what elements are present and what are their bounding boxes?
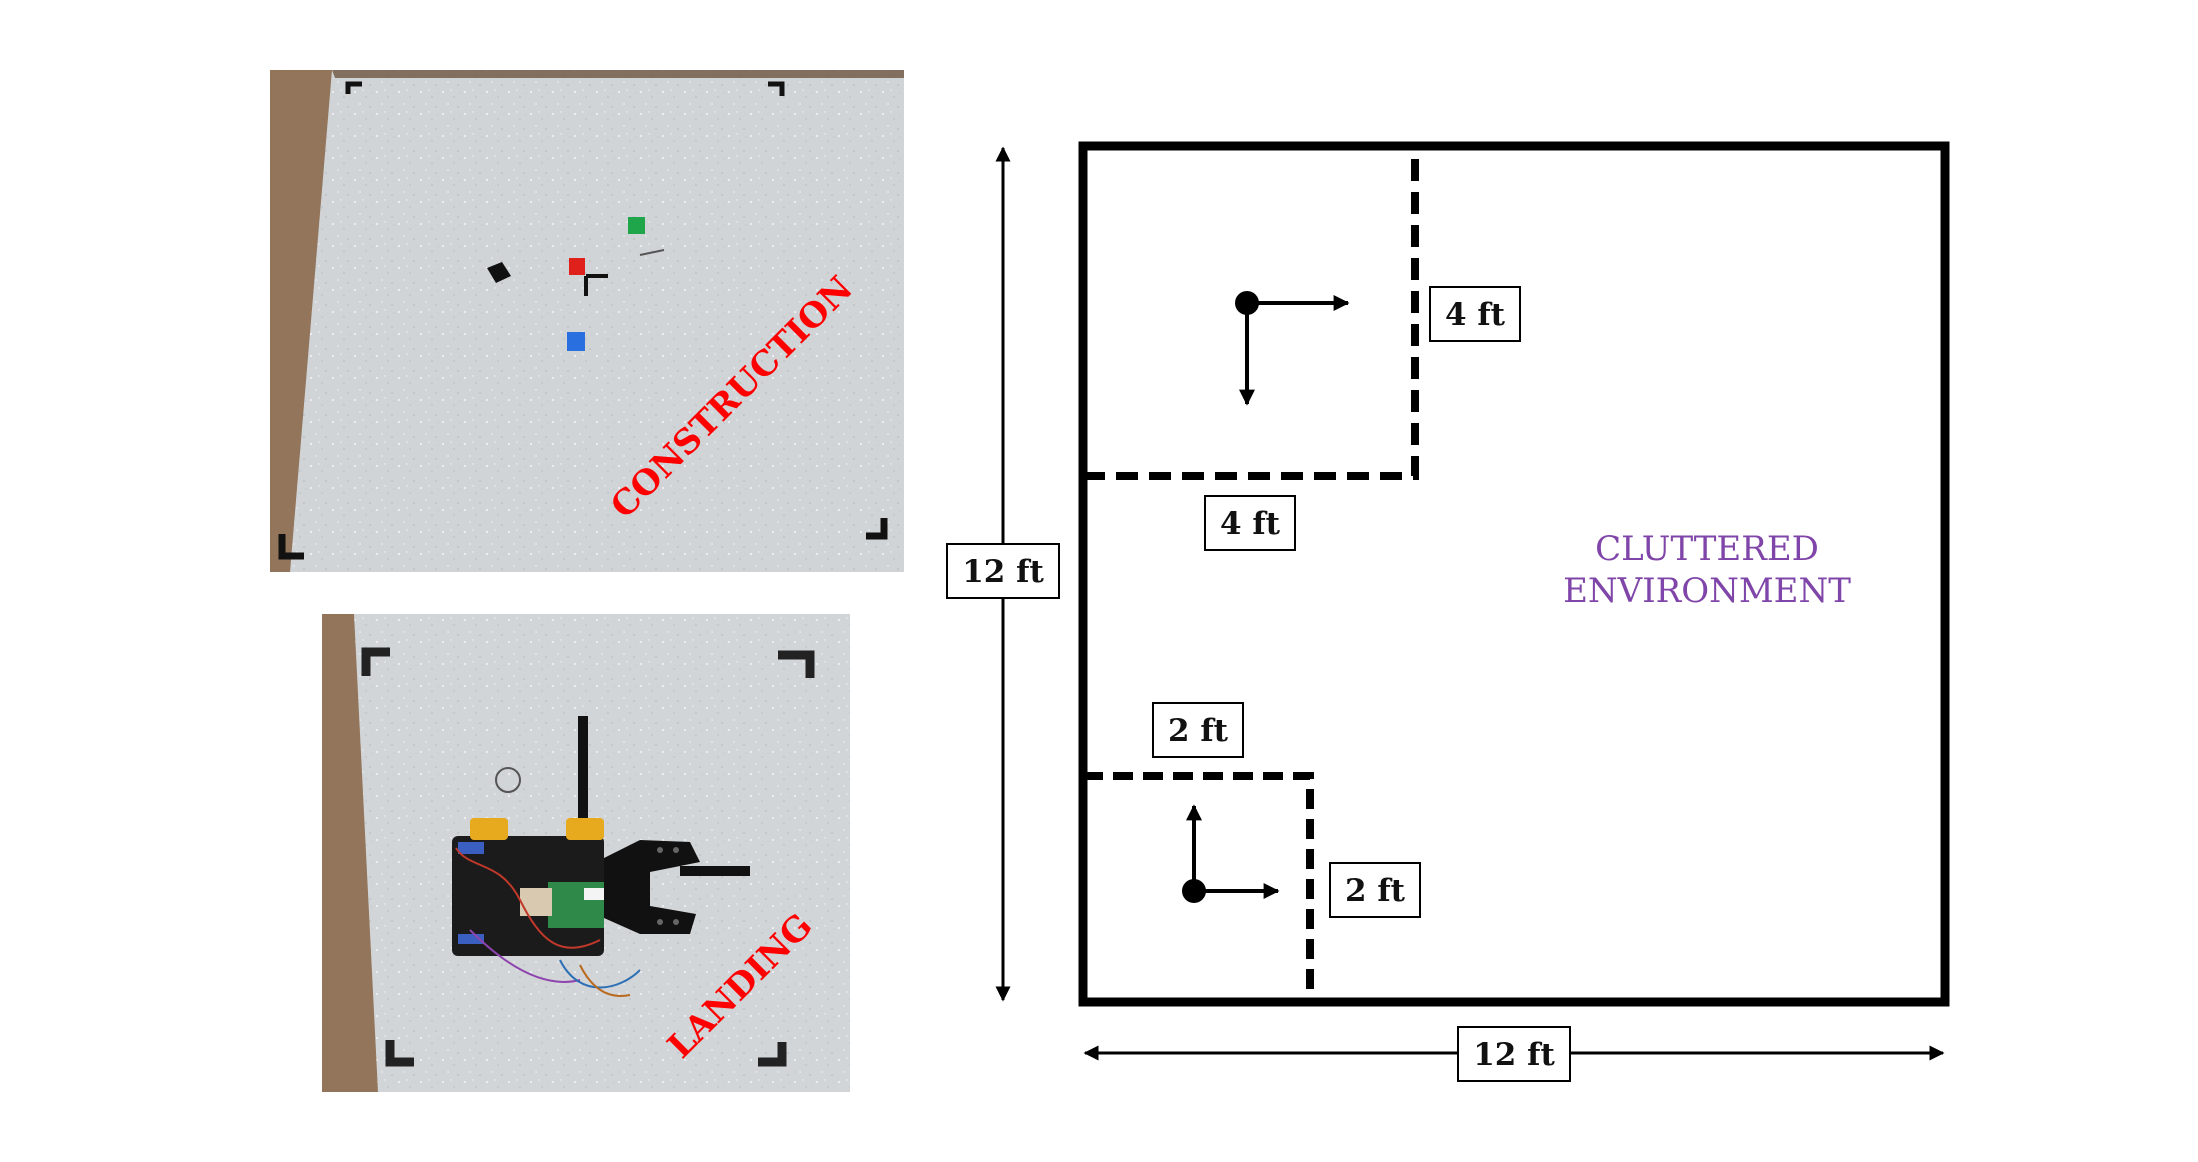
corner-marker bbox=[866, 518, 888, 540]
corner-marker bbox=[778, 650, 815, 678]
arena-diagram: 12 ft 12 ft 4 ft 4 ft 2 ft 2 ft CLUTTERE… bbox=[946, 141, 1950, 1082]
frame-origin bbox=[1182, 879, 1206, 903]
frame-origin bbox=[1235, 291, 1259, 315]
svg-text:4 ft: 4 ft bbox=[1445, 297, 1506, 333]
red-block bbox=[569, 258, 608, 296]
construction-photo: CONSTRUCTION bbox=[270, 70, 904, 572]
corner-marker bbox=[345, 81, 362, 94]
corner-marker bbox=[278, 534, 304, 560]
wheel bbox=[470, 818, 508, 840]
floor-edge-shadow bbox=[270, 70, 332, 572]
landing-frame-axes bbox=[1182, 804, 1280, 903]
svg-text:2 ft: 2 ft bbox=[1168, 713, 1229, 749]
green-block bbox=[628, 217, 665, 256]
blue-block bbox=[567, 332, 585, 351]
height-dimension-label: 12 ft bbox=[946, 543, 1060, 599]
width-dimension-label: 12 ft bbox=[1457, 1026, 1571, 1082]
construction-zone-boundary bbox=[1083, 146, 1419, 480]
construction-zone-height-label: 4 ft bbox=[1429, 286, 1521, 342]
gripper bbox=[604, 840, 700, 934]
black-block bbox=[487, 262, 511, 283]
arena-boundary bbox=[1078, 141, 1950, 1007]
robot bbox=[452, 716, 750, 997]
svg-text:2 ft: 2 ft bbox=[1345, 873, 1406, 909]
environment-label-line2: ENVIRONMENT bbox=[1563, 571, 1851, 611]
landing-zone-width-label: 2 ft bbox=[1152, 702, 1244, 758]
svg-text:12 ft: 12 ft bbox=[962, 554, 1044, 590]
corner-marker bbox=[385, 1040, 414, 1067]
landing-zone-height-label: 2 ft bbox=[1329, 862, 1421, 918]
floor-edge-shadow bbox=[322, 614, 378, 1092]
corner-marker bbox=[758, 1042, 787, 1067]
landing-photo: LANDING bbox=[322, 614, 850, 1092]
construction-frame-axes bbox=[1235, 291, 1350, 406]
svg-text:12 ft: 12 ft bbox=[1473, 1037, 1555, 1073]
svg-text:4 ft: 4 ft bbox=[1220, 506, 1281, 542]
corner-marker bbox=[768, 81, 785, 96]
construction-zone-width-label: 4 ft bbox=[1204, 495, 1296, 551]
wheel bbox=[566, 818, 604, 840]
environment-label-line1: CLUTTERED bbox=[1595, 529, 1819, 569]
corner-marker bbox=[361, 647, 390, 676]
landing-zone-boundary bbox=[1083, 772, 1314, 1002]
